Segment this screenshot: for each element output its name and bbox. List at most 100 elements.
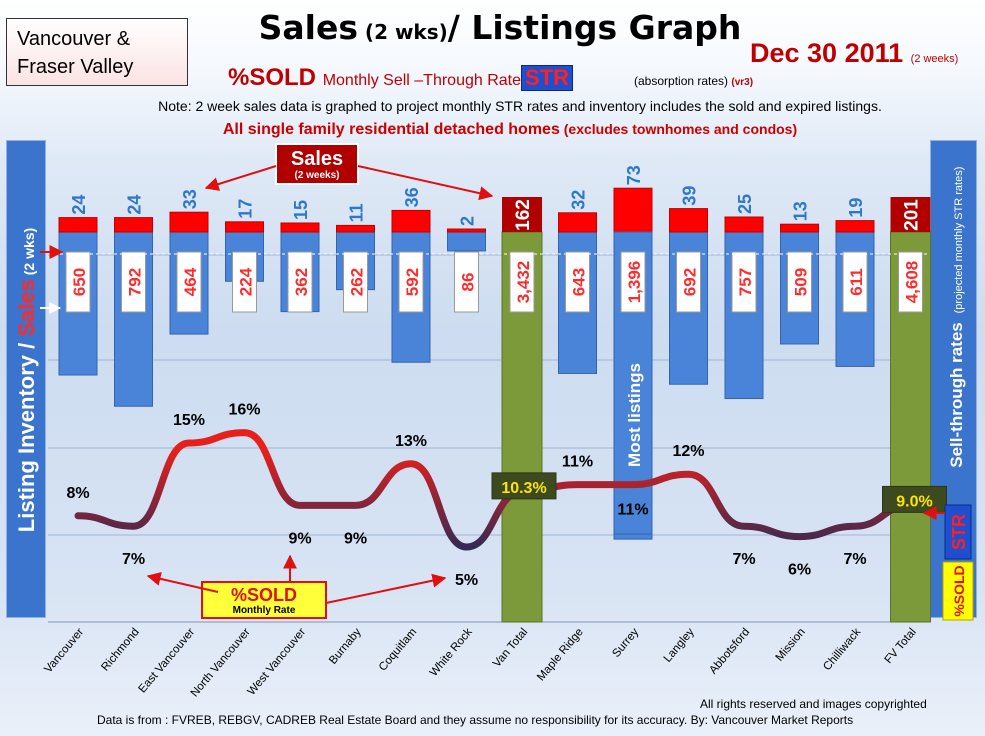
- subtitle-bold: All single family residential detached h…: [222, 121, 560, 138]
- listing-value-label: 611: [847, 268, 866, 295]
- sold-value-label: 12%: [672, 443, 704, 460]
- sold-value-label: 13%: [395, 433, 427, 450]
- sales-bar: [724, 216, 764, 233]
- listing-label-box: [65, 251, 91, 313]
- title-listings: / Listings Graph: [447, 8, 742, 47]
- category-label: Burnaby: [327, 626, 364, 667]
- sales-value-label: 25: [735, 194, 755, 214]
- listing-value-label: 362: [292, 268, 311, 296]
- sales-callout-arrow: [357, 165, 494, 201]
- sales-bar: [280, 222, 320, 233]
- left-axis-label-part: Listing Inventory /: [14, 337, 39, 533]
- most-listings-label: Most listings: [625, 363, 644, 467]
- absorption-note: (absorption rates) (vr3): [634, 74, 753, 88]
- category-label: FV Total: [883, 626, 919, 666]
- rate-heading: Monthly Sell –Through Rate: [322, 72, 522, 89]
- sold-value-label: 7%: [843, 551, 866, 568]
- right-str-box: [944, 504, 972, 560]
- sold-value-label: 9%: [288, 530, 311, 547]
- category-label: North Vancouver: [189, 626, 253, 699]
- category-label: Langley: [662, 626, 697, 665]
- chart-subtitle: All single family residential detached h…: [0, 121, 985, 139]
- sales-value-label: 13: [791, 201, 811, 221]
- left-axis-label-part: Sales: [14, 279, 39, 337]
- sales-bar: [558, 212, 597, 233]
- sold-value-label: 5%: [455, 572, 478, 589]
- sales-value-label: 24: [125, 195, 145, 215]
- listing-label-box: [842, 251, 868, 313]
- category-label: Coquitlam: [377, 626, 419, 673]
- sales-value-label: 73: [624, 165, 644, 185]
- sold-value-label: 11%: [617, 502, 648, 519]
- region-line-2: Fraser Valley: [17, 56, 134, 78]
- sold-value-label: 7%: [732, 551, 755, 568]
- category-label: Abbotsford: [707, 626, 752, 676]
- listing-label-box: [343, 251, 368, 313]
- report-date: Dec 30 2011 (2 weeks): [750, 38, 958, 69]
- category-label: Van Total: [491, 626, 530, 670]
- sales-bar: [58, 217, 98, 233]
- sales-value-label: 33: [180, 189, 200, 209]
- right-sold-label: %SOLD: [951, 565, 967, 616]
- sold-callout-sub: Monthly Rate: [233, 605, 296, 616]
- total-sales-bar: [502, 197, 542, 232]
- sales-value-label: 2: [458, 216, 478, 226]
- listing-label-box: [398, 251, 424, 313]
- sales-bar: [447, 228, 486, 233]
- total-sales-bar: [890, 197, 931, 232]
- listing-value-label: 224: [237, 267, 256, 296]
- sold-rate-heading: %SOLD Monthly Sell –Through Rate STR: [228, 64, 574, 92]
- listing-label-box: [287, 251, 313, 313]
- category-label: Richmond: [99, 626, 141, 673]
- sales-bar: [835, 220, 875, 233]
- sales-bar: [169, 211, 209, 233]
- sales-value-label: 201: [902, 199, 923, 231]
- chart-note: Note: 2 week sales data is graphed to pr…: [158, 98, 882, 114]
- category-label: Chilliwack: [821, 626, 863, 673]
- sold-value-label: 9.0%: [896, 493, 932, 510]
- sales-bar: [336, 224, 375, 233]
- sales-bar: [391, 209, 431, 233]
- category-label: Vancouver: [42, 626, 86, 675]
- sold-heading: %SOLD: [228, 64, 317, 91]
- right-sold-box: [942, 561, 974, 621]
- sales-callout-text: Sales: [291, 148, 343, 170]
- sales-value-label: 32: [569, 190, 589, 210]
- subtitle-rest: (excludes townhomes and condos): [559, 121, 798, 137]
- sales-bar: [613, 187, 653, 233]
- right-str-label: STR: [949, 514, 969, 550]
- sold-value-label: 9%: [344, 530, 367, 547]
- sales-value-label: 39: [680, 186, 700, 206]
- sales-value-label: 24: [69, 195, 89, 215]
- listing-value-label: 509: [792, 268, 811, 296]
- sold-value-label: 10.3%: [501, 480, 546, 497]
- sales-callout-arrow: [204, 165, 277, 191]
- listing-label-box: [232, 251, 257, 313]
- listing-label-box: [565, 251, 590, 313]
- listing-label-box: [731, 251, 757, 313]
- sales-value-label: 19: [846, 198, 866, 218]
- sales-value-label: 36: [402, 187, 422, 207]
- sales-bar: [114, 217, 153, 233]
- sales-bar: [225, 221, 264, 233]
- listing-value-label: 692: [681, 268, 700, 296]
- listing-label-box: [676, 251, 701, 313]
- right-axis-sub: (projected monthly STR rates): [953, 167, 965, 314]
- sold-value-label: 6%: [788, 562, 811, 579]
- sold-value-label: 8%: [66, 485, 89, 502]
- total-sold-box: [491, 472, 557, 500]
- listing-value-label: 86: [459, 273, 478, 292]
- title-period: (2 wks): [357, 20, 448, 44]
- absorption-text: (absorption rates): [634, 74, 729, 88]
- category-label: Maple Ridge: [535, 626, 586, 683]
- sold-rate-line: [74, 429, 914, 551]
- listing-label-box: [787, 251, 812, 313]
- sold-callout-text: %SOLD: [231, 585, 297, 605]
- sales-value-label: 11: [347, 203, 367, 222]
- sold-value-label: 11%: [562, 454, 593, 471]
- footer-source: Data is from : FVREB, REBGV, CADREB Real…: [97, 713, 854, 727]
- left-axis-label: Listing Inventory / Sales (2 wks): [14, 228, 39, 532]
- category-label: West Vancouver: [246, 626, 309, 698]
- footer-rights: All rights reserved and images copyright…: [700, 697, 927, 711]
- version-tag: (vr3): [731, 77, 754, 88]
